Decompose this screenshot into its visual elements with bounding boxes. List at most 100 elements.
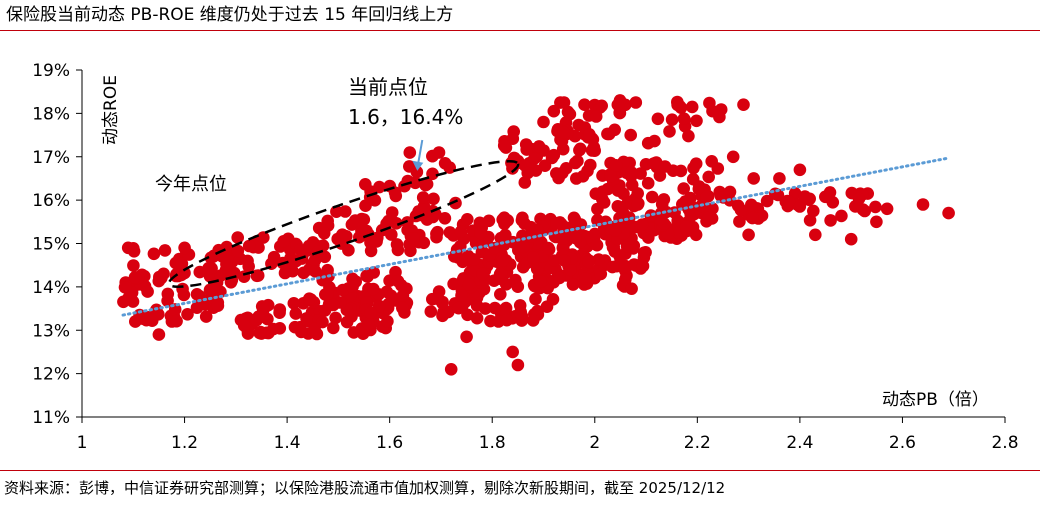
scatter-point bbox=[573, 143, 586, 157]
scatter-point bbox=[552, 171, 565, 185]
scatter-point bbox=[254, 325, 267, 339]
scatter-point bbox=[942, 206, 955, 220]
scatter-point bbox=[117, 295, 130, 309]
scatter-point bbox=[348, 214, 362, 227]
scatter-point bbox=[589, 110, 603, 123]
scatter-point bbox=[497, 139, 511, 152]
scatter-point bbox=[267, 322, 280, 336]
title-rule bbox=[0, 30, 1040, 31]
scatter-point bbox=[737, 98, 750, 111]
scatter-point bbox=[663, 125, 676, 138]
scatter-point bbox=[542, 241, 555, 255]
scatter-point bbox=[482, 214, 496, 228]
scatter-point bbox=[583, 128, 596, 141]
y-tick-label: 15% bbox=[32, 235, 70, 255]
scatter-point bbox=[668, 206, 681, 219]
scatter-point bbox=[327, 321, 340, 335]
scatter-point bbox=[342, 243, 355, 257]
scatter-point bbox=[584, 158, 597, 172]
scatter-point bbox=[746, 211, 759, 225]
scatter-point bbox=[359, 199, 372, 212]
this-year-ellipse bbox=[167, 160, 520, 288]
scatter-point bbox=[390, 217, 403, 230]
scatter-point bbox=[527, 251, 540, 264]
scatter-point bbox=[516, 240, 530, 254]
scatter-point bbox=[624, 128, 637, 142]
scatter-point bbox=[588, 227, 602, 241]
scatter-point bbox=[176, 282, 189, 296]
scatter-point bbox=[396, 289, 410, 302]
scatter-point bbox=[500, 313, 514, 327]
scatter-point bbox=[231, 244, 245, 258]
y-tick-label: 16% bbox=[32, 191, 70, 211]
scatter-point bbox=[462, 278, 476, 291]
scatter-point bbox=[436, 309, 449, 323]
scatter-point bbox=[289, 307, 303, 320]
scatter-point bbox=[557, 96, 571, 109]
scatter-point bbox=[129, 315, 142, 328]
scatter-point bbox=[679, 220, 693, 233]
scatter-point bbox=[592, 253, 605, 266]
y-tick-label: 17% bbox=[32, 148, 70, 168]
scatter-point bbox=[294, 324, 308, 337]
scatter-point bbox=[870, 215, 883, 229]
scatter-point bbox=[257, 231, 270, 244]
scatter-point bbox=[364, 244, 378, 258]
scatter-point bbox=[566, 278, 580, 291]
scatter-point bbox=[611, 98, 625, 112]
scatter-point bbox=[559, 162, 573, 175]
y-ticks: 11% 12% 13% 14% 15% 16% 17% 18% 19% bbox=[32, 61, 82, 428]
scatter-point bbox=[385, 228, 398, 241]
scatter-point bbox=[461, 213, 474, 226]
scatter-point bbox=[416, 191, 430, 204]
scatter-point bbox=[511, 358, 525, 372]
scatter-point bbox=[388, 186, 402, 199]
scatter-point bbox=[702, 170, 715, 184]
chart-title: 保险股当前动态 PB-ROE 维度仍处于过去 15 年回归线上方 bbox=[6, 5, 454, 25]
scatter-point bbox=[606, 260, 619, 274]
x-tick-label: 2.4 bbox=[786, 433, 813, 453]
footer-rule bbox=[0, 470, 1040, 471]
scatter-point bbox=[579, 272, 592, 285]
scatter-point bbox=[373, 180, 386, 194]
scatter-point bbox=[858, 204, 871, 218]
scatter-point bbox=[278, 266, 292, 280]
scatter-point bbox=[524, 220, 538, 234]
scatter-point bbox=[550, 217, 563, 230]
scatter-point bbox=[563, 107, 577, 121]
scatter-point bbox=[677, 112, 691, 125]
scatter-point bbox=[619, 273, 632, 286]
scatter-point bbox=[635, 218, 649, 231]
scatter-point bbox=[647, 157, 661, 170]
scatter-point bbox=[869, 200, 882, 214]
x-tick-label: 1.2 bbox=[171, 433, 198, 453]
scatter-point bbox=[175, 257, 189, 271]
scatter-point bbox=[289, 254, 303, 268]
scatter-point bbox=[220, 257, 233, 271]
scatter-point bbox=[403, 146, 417, 159]
scatter-point bbox=[372, 299, 386, 313]
scatter-point bbox=[432, 146, 446, 159]
scatter-point bbox=[547, 254, 561, 267]
scatter-point bbox=[211, 299, 225, 313]
x-tick-label: 1.8 bbox=[479, 433, 506, 453]
scatter-point bbox=[467, 253, 481, 266]
scatter-point bbox=[546, 293, 560, 306]
scatter-point bbox=[390, 238, 404, 251]
scatter-point bbox=[273, 303, 287, 316]
scatter-point bbox=[835, 209, 848, 223]
scatter-point bbox=[158, 244, 172, 257]
scatter-point bbox=[682, 129, 695, 143]
source-note: 资料来源：彭博，中信证券研究部测算；以保险港股流通市值加权测算，剔除次新股期间，… bbox=[4, 479, 726, 497]
scatter-point bbox=[118, 281, 132, 294]
scatter-point bbox=[611, 184, 625, 197]
scatter-point bbox=[347, 326, 361, 339]
scatter-point bbox=[582, 255, 595, 269]
x-tick-label: 1.6 bbox=[376, 433, 403, 453]
scatter-point bbox=[534, 275, 547, 288]
x-ticks: 1 1.2 1.4 1.6 1.8 2 2.2 2.4 2.6 2.8 bbox=[77, 417, 1019, 453]
scatter-point bbox=[639, 246, 652, 259]
scatter-points bbox=[117, 94, 955, 376]
scatter-point bbox=[297, 266, 310, 280]
scatter-point bbox=[609, 159, 623, 172]
